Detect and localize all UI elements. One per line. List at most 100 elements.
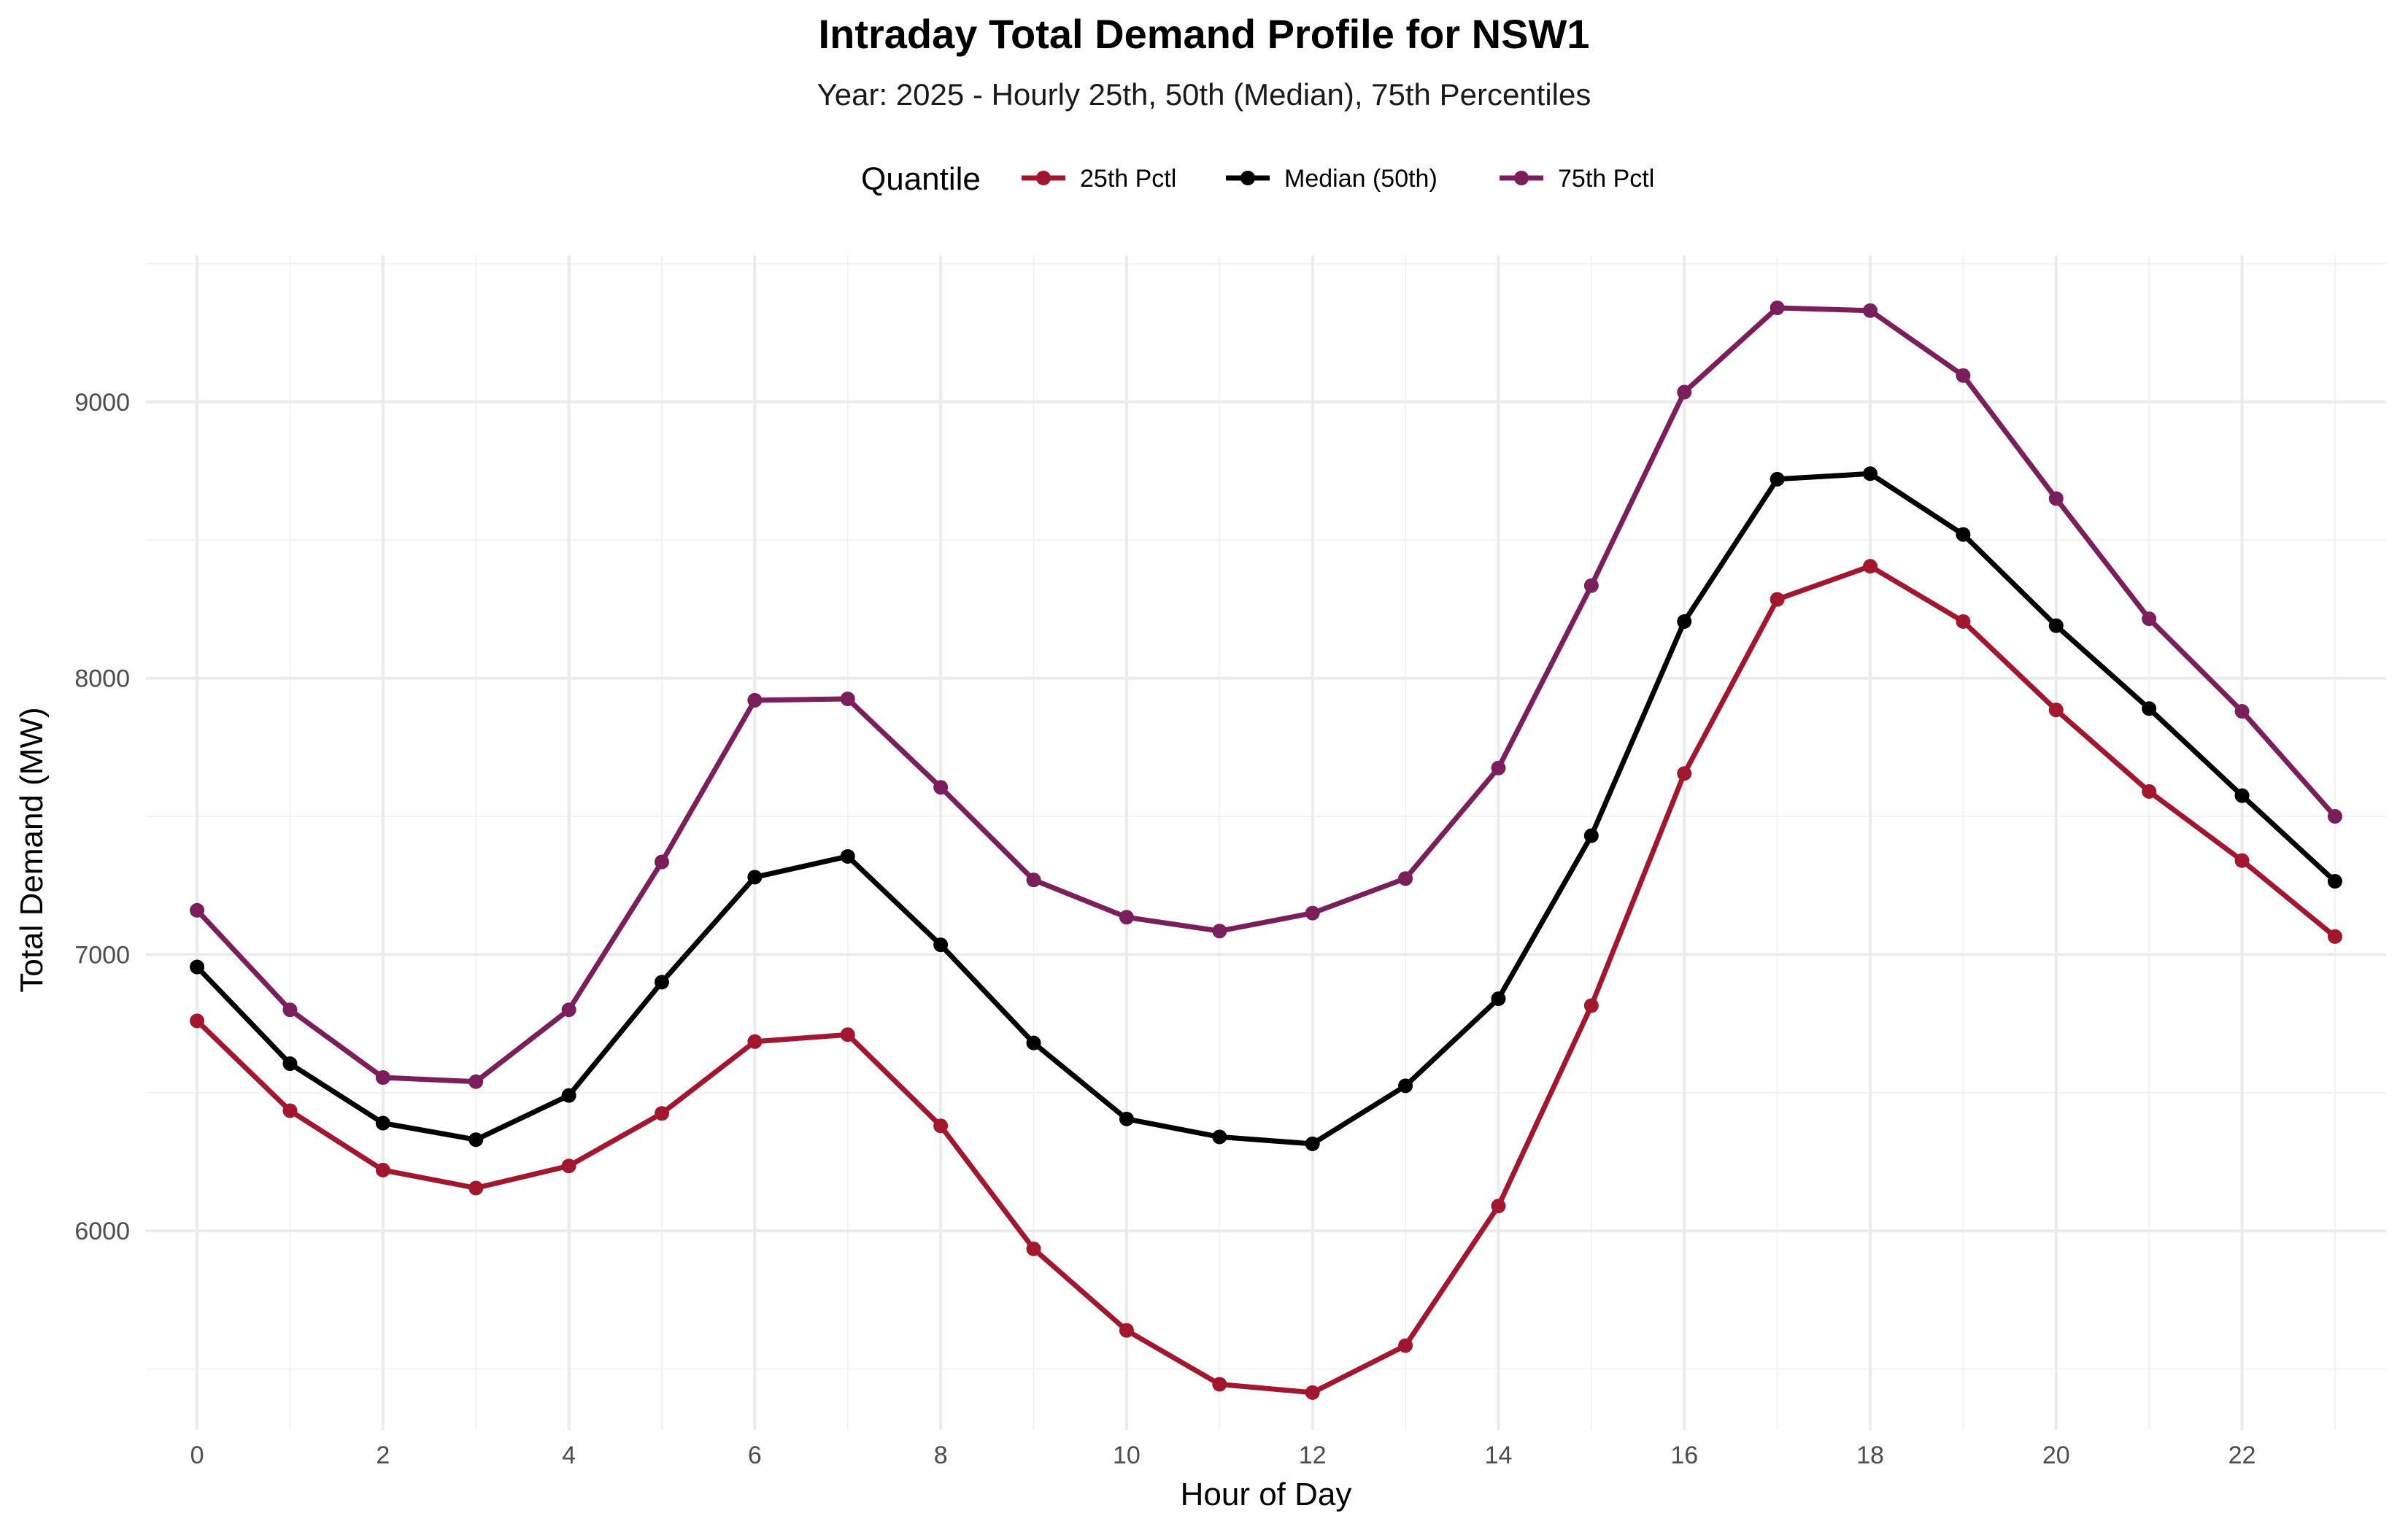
data-point [2327, 929, 2342, 944]
data-point [1770, 300, 1785, 315]
x-tick-label: 4 [562, 1442, 576, 1469]
data-point [2048, 491, 2064, 506]
y-tick-label: 7000 [74, 941, 130, 969]
data-point [1677, 766, 1692, 781]
data-point [1398, 1078, 1413, 1094]
data-point [2142, 701, 2157, 716]
data-point [1956, 614, 1971, 629]
x-tick-label: 22 [2228, 1442, 2256, 1469]
data-point [2327, 874, 2342, 889]
data-point [1026, 873, 1041, 888]
legend-key-point [1514, 171, 1529, 185]
data-point [1026, 1241, 1041, 1256]
series-layer [190, 300, 2342, 1400]
legend-key-point [1036, 171, 1051, 185]
data-point [1305, 1385, 1320, 1400]
legend-item-2: Median (50th) [1226, 165, 1438, 193]
data-point [561, 1002, 576, 1018]
data-point [840, 848, 855, 864]
series-2 [190, 466, 2342, 1151]
data-point [933, 1118, 949, 1134]
x-axis-ticks: 0 2 4 6 8 10 12 14 16 18 20 22 [190, 1442, 2256, 1469]
data-point [747, 692, 763, 708]
data-point [933, 937, 949, 953]
chart-subtitle: Year: 2025 - Hourly 25th, 50th (Median),… [817, 77, 1591, 112]
legend-label: 25th Pctl [1080, 165, 1176, 193]
data-point [2048, 703, 2064, 718]
x-tick-label: 16 [1670, 1442, 1698, 1469]
data-point [1491, 1199, 1506, 1214]
data-point [1583, 828, 1599, 843]
data-point [2142, 611, 2157, 627]
data-point [190, 902, 205, 918]
legend-label: 75th Pctl [1558, 165, 1654, 193]
grid-major [146, 255, 2386, 1430]
data-point [1491, 991, 1506, 1007]
data-point [1677, 384, 1692, 400]
x-tick-label: 18 [1856, 1442, 1884, 1469]
data-point [190, 959, 205, 975]
data-point [1212, 924, 1227, 939]
data-point [1863, 466, 1878, 481]
series-line [194, 305, 2338, 1085]
data-point [2327, 809, 2342, 824]
data-point [840, 1027, 855, 1042]
data-point [2142, 784, 2157, 799]
data-point [1956, 527, 1971, 542]
data-point [654, 975, 669, 990]
series-line [194, 563, 2338, 1396]
data-point [747, 1034, 763, 1049]
x-tick-label: 8 [934, 1442, 948, 1469]
data-point [1398, 1338, 1413, 1353]
y-tick-label: 8000 [74, 665, 130, 693]
data-point [747, 870, 763, 885]
data-point [375, 1115, 390, 1131]
x-axis-title: Hour of Day [1181, 1477, 1352, 1512]
data-point [1026, 1035, 1041, 1051]
data-point [282, 1002, 298, 1018]
data-point [468, 1180, 484, 1196]
data-point [468, 1132, 484, 1148]
data-point [1398, 871, 1413, 886]
y-axis-title: Total Demand (MW) [14, 707, 50, 992]
x-tick-label: 10 [1113, 1442, 1141, 1469]
data-point [1770, 592, 1785, 607]
data-point [1212, 1377, 1227, 1392]
data-point [190, 1013, 205, 1029]
series-3 [190, 300, 2342, 1089]
x-tick-label: 20 [2042, 1442, 2070, 1469]
legend: Quantile 25th Pctl Median (50th) 75th Pctl [861, 161, 1654, 197]
data-point [1863, 303, 1878, 318]
data-point [933, 780, 949, 795]
legend-label: Median (50th) [1284, 165, 1438, 193]
data-point [2234, 853, 2250, 868]
legend-item-3: 75th Pctl [1500, 165, 1654, 193]
x-tick-label: 6 [748, 1442, 762, 1469]
data-point [1212, 1129, 1227, 1145]
data-point [1305, 1136, 1320, 1151]
data-point [654, 1106, 669, 1121]
data-point [282, 1056, 298, 1072]
grid-minor [146, 255, 2386, 1430]
data-point [1305, 905, 1320, 921]
data-point [1956, 368, 1971, 383]
data-point [375, 1162, 390, 1177]
data-point [840, 692, 855, 707]
data-point [1677, 614, 1692, 629]
y-tick-label: 9000 [74, 389, 130, 417]
data-point [561, 1088, 576, 1103]
x-tick-label: 12 [1299, 1442, 1327, 1469]
series-line [194, 471, 2338, 1147]
data-point [1770, 471, 1785, 487]
data-point [2048, 618, 2064, 633]
y-tick-label: 6000 [74, 1218, 130, 1245]
data-point [1583, 578, 1599, 593]
y-axis-ticks: 6000 7000 8000 9000 [74, 389, 130, 1245]
data-point [2234, 704, 2250, 719]
series-1 [190, 559, 2342, 1400]
data-point [1119, 910, 1134, 925]
data-point [375, 1070, 390, 1085]
data-point [468, 1074, 484, 1089]
data-point [282, 1103, 298, 1118]
